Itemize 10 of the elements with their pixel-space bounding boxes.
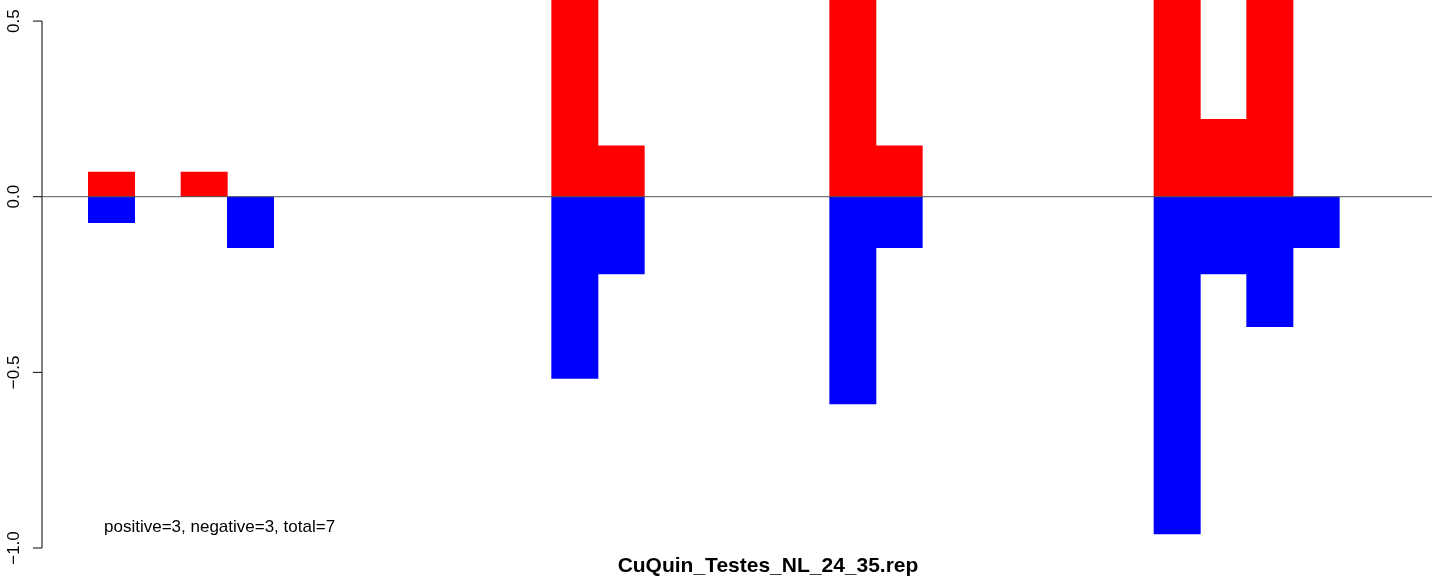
y-tick-label: 0.5 <box>3 9 23 33</box>
bar <box>180 171 228 198</box>
y-tick-label: −1.0 <box>3 531 23 565</box>
y-tick-label: −0.5 <box>3 355 23 390</box>
bar <box>88 171 135 198</box>
y-tick-label: 0.0 <box>3 184 23 209</box>
bar <box>227 196 274 248</box>
text: CuQuin_Testes_NL_24_35.rep <box>617 553 919 576</box>
annotation: positive=3, negative=3, total=7 <box>104 517 336 536</box>
bar <box>88 196 135 224</box>
